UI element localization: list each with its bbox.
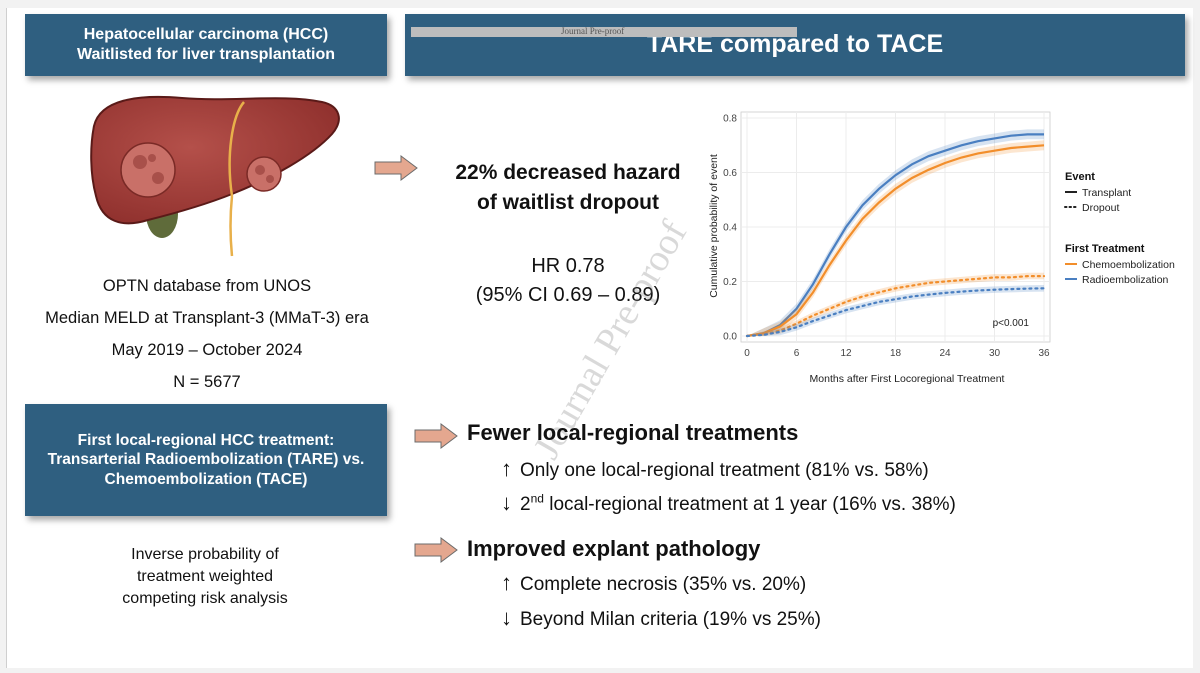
y-tick-label: 0.4: [723, 223, 737, 234]
legend-item: Chemoembolization: [1082, 259, 1175, 271]
x-tick-label: 24: [939, 348, 951, 359]
legend-item: Transplant: [1082, 187, 1131, 199]
finding-pathology-item1: ↑ Complete necrosis (35% vs. 20%): [501, 570, 806, 596]
finding-pathology-item2: ↓ Beyond Milan criteria (19% vs 25%): [501, 605, 821, 631]
treatment-box: First local-regional HCC treatment: Tran…: [25, 404, 387, 516]
method-text: Inverse probability of treatment weighte…: [67, 544, 343, 610]
study-n: N = 5677: [173, 373, 241, 391]
study-database: OPTN database from UNOS: [102, 277, 312, 295]
hazard-ratio: HR 0.78 (95% CI 0.69 – 0.89): [443, 252, 693, 310]
journal-preproof-bar: [411, 27, 797, 37]
hr-ci: (95% CI 0.69 – 0.89): [475, 284, 661, 306]
series-line: [746, 133, 1044, 338]
finding-fewer-item2-num: 2: [520, 494, 531, 515]
finding-fewer-item2-text: local-regional treatment at 1 year (16% …: [543, 494, 956, 515]
arrow-icon: [414, 423, 458, 449]
finding-pathology-item1-text: Complete necrosis (35% vs. 20%): [520, 574, 807, 595]
x-tick-label: 6: [794, 348, 800, 359]
cumulative-incidence-chart: 0.0 0.2 0.4 0.6 0.8 0 6 12 18 24 30 36 Cumulative p…: [699, 106, 1181, 396]
treatment-line3: Chemoembolization (TACE): [104, 470, 308, 488]
method-line1: Inverse probability of: [131, 546, 279, 563]
slide: Hepatocellular carcinoma (HCC) Waitliste…: [6, 8, 1193, 668]
series-line: [745, 275, 1046, 338]
finding-fewer-item1: ↑ Only one local-regional treatment (81% …: [501, 456, 929, 482]
series-line: [746, 144, 1045, 338]
y-tick-label: 0.8: [723, 114, 737, 125]
down-arrow-icon: ↓: [501, 490, 512, 515]
arrow-icon: [374, 155, 418, 181]
up-arrow-icon: ↑: [501, 456, 512, 481]
method-line3: competing risk analysis: [122, 590, 288, 607]
confidence-band: [747, 129, 1044, 336]
x-axis-label: Months after First Locoregional Treatmen…: [810, 373, 1005, 385]
legend: Event Transplant Dropout First Treatment Che…: [1064, 171, 1175, 286]
tumor-large-spot3: [148, 154, 156, 162]
y-axis-label: Cumulative probability of event: [708, 154, 720, 298]
tumor-large-spot2: [152, 172, 164, 184]
arrow-icon: [414, 537, 458, 563]
population-header-line2: Waitlisted for liver transplantation: [76, 46, 336, 63]
population-header-box: Hepatocellular carcinoma (HCC) Waitliste…: [25, 14, 387, 76]
liver-illustration: [90, 95, 340, 257]
tumor-small: [246, 156, 282, 192]
comparison-header-box: TARE compared to TACE: [405, 14, 1185, 76]
up-arrow-icon: ↑: [501, 570, 512, 595]
hazard-line1: 22% decreased hazard: [455, 161, 681, 184]
p-value-annotation: p<0.001: [993, 318, 1030, 329]
study-dates: May 2019 – October 2024: [111, 341, 303, 359]
x-tick-label: 12: [840, 348, 852, 359]
finding-fewer-item2-sup: nd: [530, 491, 544, 506]
tumor-small-spot1: [255, 165, 265, 175]
hr-value: HR 0.78: [531, 255, 605, 277]
y-tick-label: 0.0: [723, 332, 737, 343]
x-tick-label: 0: [744, 348, 750, 359]
series-line: [745, 287, 1046, 338]
y-tick-label: 0.6: [723, 168, 737, 179]
tumor-large-spot1: [133, 155, 147, 169]
hazard-result: 22% decreased hazard of waitlist dropout: [443, 158, 693, 218]
confidence-band: [747, 272, 1044, 336]
hepatic-vessel: [229, 195, 234, 257]
treatment-line2: Transarterial Radioembolization (TARE) v…: [47, 451, 365, 469]
finding-fewer-item2: ↓ 2nd local-regional treatment at 1 year …: [501, 490, 956, 516]
legend-item: Radioembolization: [1082, 274, 1169, 286]
legend-treatment-title: First Treatment: [1065, 243, 1145, 255]
tumor-large: [120, 142, 176, 198]
method-line2: treatment weighted: [136, 568, 274, 585]
finding-pathology-item2-text: Beyond Milan criteria (19% vs 25%): [520, 609, 821, 630]
journal-preproof-label: Journal Pre-proof: [561, 26, 625, 36]
x-tick-label: 30: [989, 348, 1001, 359]
x-tick-label: 18: [890, 348, 902, 359]
x-tick-label: 36: [1038, 348, 1050, 359]
y-tick-label: 0.2: [723, 277, 737, 288]
study-info: OPTN database from UNOS Median MELD at T…: [27, 270, 387, 398]
legend-item: Dropout: [1082, 202, 1119, 214]
hazard-line2: of waitlist dropout: [477, 191, 659, 214]
study-era: Median MELD at Transplant-3 (MMaT-3) era: [45, 309, 369, 327]
legend-event-title: Event: [1065, 171, 1095, 183]
population-header-line1: Hepatocellular carcinoma (HCC): [83, 26, 329, 43]
finding-fewer-title: Fewer local-regional treatments: [467, 420, 799, 445]
finding-pathology-title: Improved explant pathology: [467, 536, 761, 561]
liver-ligament: [228, 101, 245, 197]
treatment-line1: First local-regional HCC treatment:: [77, 431, 335, 449]
down-arrow-icon: ↓: [501, 605, 512, 630]
tumor-small-spot2: [266, 175, 274, 183]
confidence-band: [747, 285, 1044, 336]
finding-fewer-item1-text: Only one local-regional treatment (81% v…: [520, 460, 929, 481]
